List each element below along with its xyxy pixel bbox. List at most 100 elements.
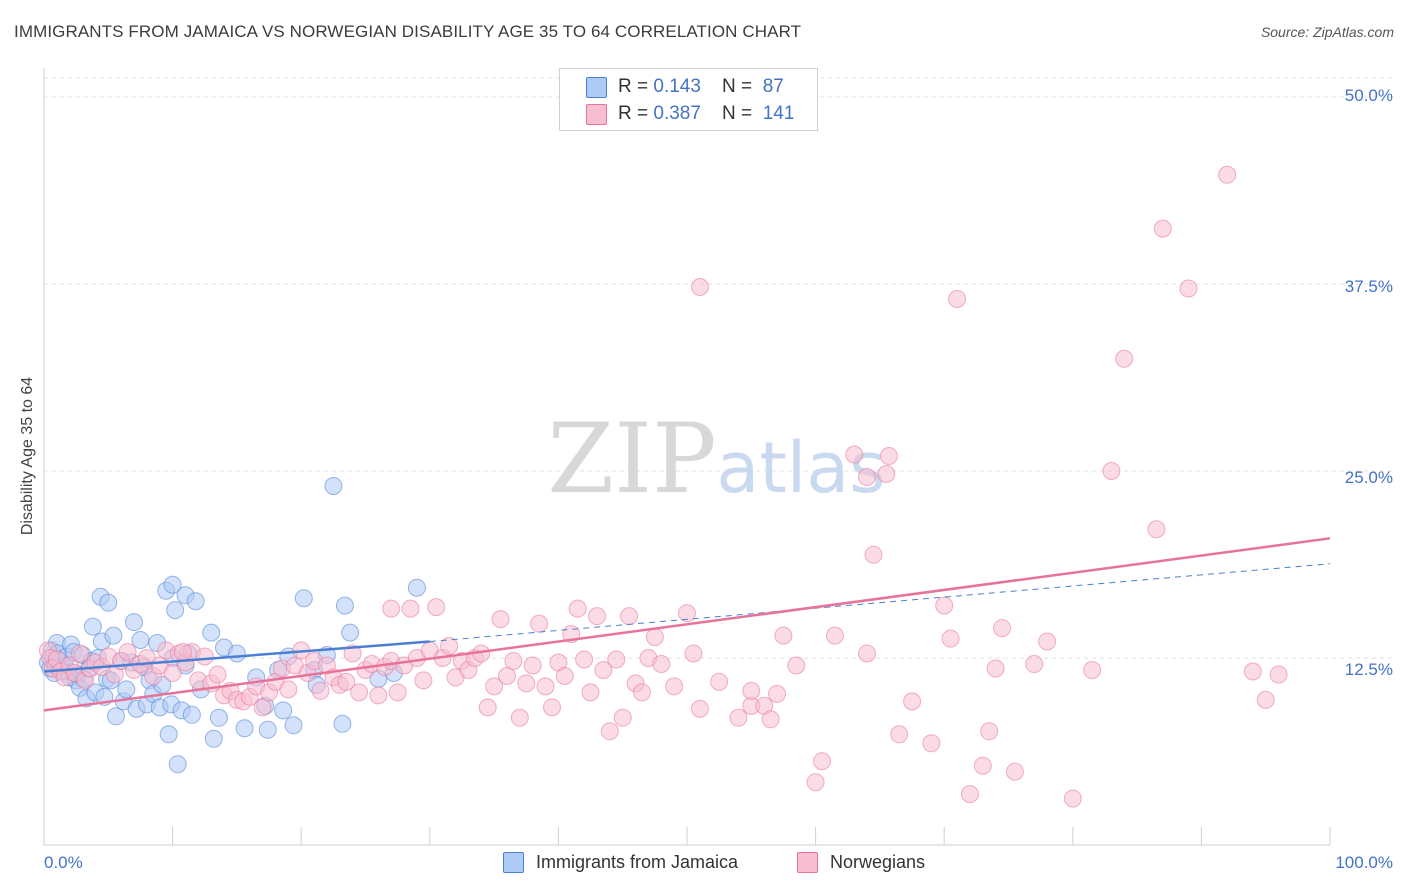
- point-norwegians: [690, 699, 709, 718]
- point-norwegians: [568, 599, 587, 618]
- point-jamaica: [131, 631, 150, 649]
- point-norwegians: [690, 278, 709, 296]
- legend-swatch-jamaica: [503, 852, 524, 873]
- point-jamaica: [341, 623, 360, 642]
- watermark-atlas: atlas: [716, 427, 885, 509]
- point-norwegians: [1243, 662, 1262, 681]
- point-norwegians: [1025, 655, 1044, 673]
- point-norwegians: [498, 667, 516, 685]
- point-norwegians: [311, 681, 330, 700]
- point-norwegians: [195, 647, 214, 666]
- watermark-zip: ZIP: [547, 403, 716, 515]
- r-value: 0.387: [653, 103, 701, 124]
- point-jamaica: [166, 601, 185, 620]
- point-norwegians: [729, 708, 748, 727]
- n-value: 141: [762, 103, 795, 124]
- point-norwegians: [1038, 632, 1057, 651]
- point-norwegians: [253, 698, 272, 717]
- r-label: R =: [618, 76, 654, 97]
- point-norwegians: [645, 628, 664, 647]
- point-norwegians: [858, 468, 876, 486]
- r-value: 0.143: [653, 76, 701, 97]
- legend-label: Norwegians: [830, 852, 926, 872]
- point-norwegians: [1153, 219, 1172, 238]
- point-norwegians: [337, 672, 356, 691]
- point-norwegians: [1083, 661, 1102, 679]
- point-norwegians: [1063, 789, 1082, 808]
- point-jamaica: [186, 592, 205, 611]
- series-norwegians-points: [38, 165, 1288, 808]
- y-tick-label: 12.5%: [1344, 660, 1393, 679]
- point-jamaica: [209, 708, 228, 727]
- point-norwegians: [1115, 349, 1134, 368]
- point-jamaica: [163, 575, 182, 594]
- r-label: R =: [618, 103, 654, 124]
- point-jamaica: [99, 593, 118, 612]
- series-jamaica-points: [38, 477, 426, 774]
- point-norwegians: [960, 785, 979, 804]
- point-norwegians: [877, 465, 896, 483]
- point-jamaica: [182, 705, 201, 724]
- point-norwegians: [1218, 165, 1237, 184]
- point-norwegians: [485, 677, 504, 696]
- point-norwegians: [491, 610, 510, 629]
- point-jamaica: [204, 729, 223, 748]
- point-jamaica: [107, 707, 125, 726]
- point-norwegians: [935, 596, 954, 615]
- point-norwegians: [813, 752, 831, 771]
- trend-line-jamaica: [43, 640, 430, 673]
- point-jamaica: [274, 701, 293, 720]
- point-norwegians: [1256, 690, 1275, 709]
- point-norwegians: [980, 722, 999, 741]
- point-norwegians: [879, 447, 898, 465]
- point-norwegians: [858, 644, 876, 663]
- trend-lines: [43, 537, 1331, 712]
- grid-lines: [44, 77, 1392, 659]
- y-tick-label: 50.0%: [1344, 86, 1393, 105]
- point-norwegians: [787, 656, 806, 675]
- point-norwegians: [530, 614, 549, 633]
- point-jamaica: [117, 680, 136, 699]
- point-norwegians: [665, 677, 684, 696]
- n-label: N =: [722, 76, 758, 97]
- point-norwegians: [607, 650, 626, 669]
- point-jamaica: [83, 617, 102, 636]
- axes: [43, 68, 1331, 846]
- legend-item-norwegians[interactable]: Norwegians: [797, 852, 925, 873]
- point-norwegians: [684, 644, 703, 663]
- point-norwegians: [1005, 762, 1024, 781]
- point-norwegians: [504, 652, 523, 670]
- stats-swatch-jamaica: [586, 76, 607, 98]
- point-jamaica: [333, 714, 352, 733]
- point-jamaica: [159, 725, 178, 744]
- point-jamaica: [125, 613, 143, 632]
- chart-title: IMMIGRANTS FROM JAMAICA VS NORWEGIAN DIS…: [14, 22, 802, 41]
- point-norwegians: [1147, 520, 1166, 539]
- x-tick-label-min: 0.0%: [44, 853, 83, 872]
- point-jamaica: [294, 589, 313, 608]
- point-norwegians: [890, 725, 909, 744]
- point-jamaica: [227, 644, 246, 663]
- point-norwegians: [973, 756, 992, 775]
- point-jamaica: [324, 477, 343, 495]
- source-label: Source: ZipAtlas.com: [1260, 24, 1394, 40]
- trend-line-jamaica-projection: [429, 563, 1331, 643]
- point-norwegians: [774, 626, 793, 645]
- point-norwegians: [543, 698, 561, 717]
- stats-swatch-norwegians: [586, 103, 607, 125]
- point-norwegians: [613, 708, 632, 727]
- point-norwegians: [208, 665, 227, 684]
- point-norwegians: [343, 644, 362, 663]
- stats-legend: R = 0.143 N = 87 R = 0.387 N = 141: [559, 68, 818, 131]
- point-jamaica: [168, 755, 187, 774]
- point-jamaica: [284, 716, 303, 735]
- point-norwegians: [369, 686, 388, 705]
- n-label: N =: [722, 103, 758, 124]
- point-norwegians: [633, 683, 651, 702]
- n-value: 87: [762, 76, 784, 97]
- point-norwegians: [845, 445, 864, 464]
- point-norwegians: [1269, 665, 1288, 684]
- legend-item-jamaica[interactable]: Immigrants from Jamaica: [503, 852, 738, 873]
- point-norwegians: [768, 684, 786, 703]
- point-norwegians: [510, 708, 529, 727]
